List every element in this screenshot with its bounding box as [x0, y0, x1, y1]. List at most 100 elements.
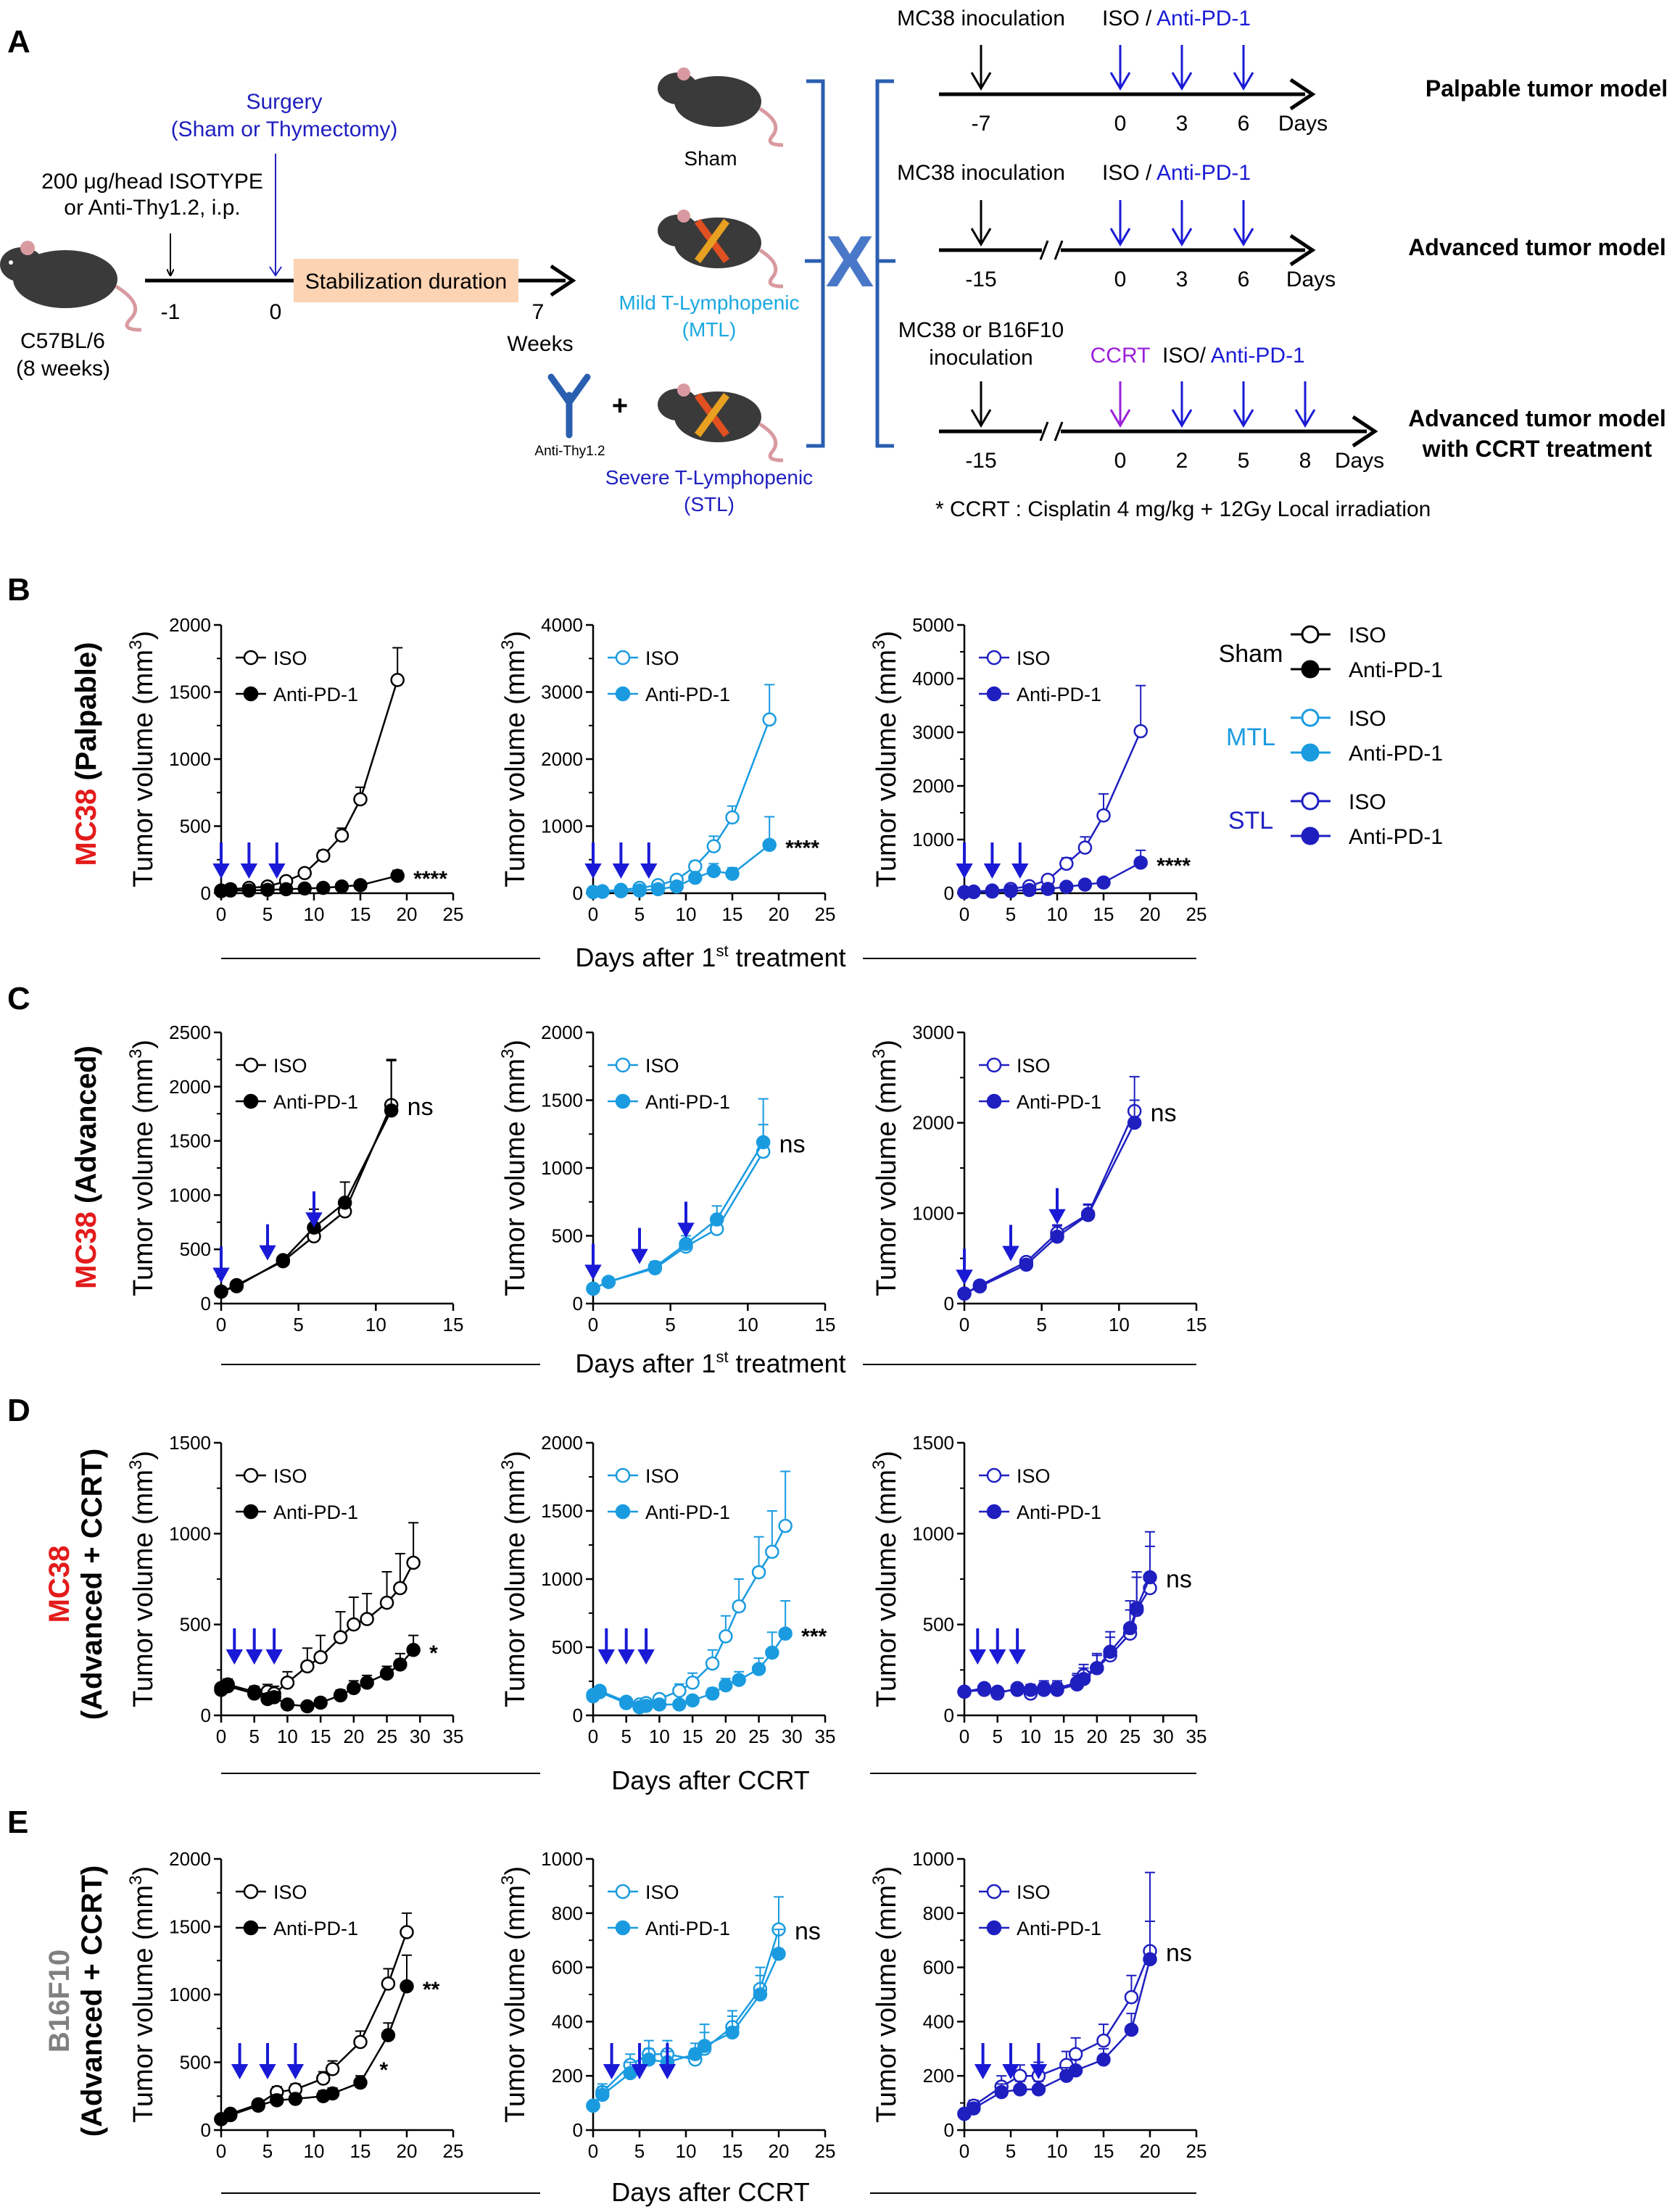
chart-d-stl: 0 500 1000 1500 0 5 10 15 20 25 30 35 Tumor volume (…: [869, 1432, 1207, 1747]
y-axis-title-close: ): [128, 1451, 159, 1460]
data-point-iso: [688, 859, 703, 874]
legend-stl-iso: ISO: [1349, 790, 1386, 814]
y-tick-label: 2500: [169, 1022, 211, 1043]
y-tick-label: 5000: [912, 614, 954, 636]
x-tick-label: 15: [1093, 903, 1114, 925]
data-point-anti: [223, 883, 238, 898]
treatment-arrow-head: [612, 863, 630, 879]
significance-label: ns: [795, 1918, 821, 1945]
y-tick-label: 1000: [541, 1157, 583, 1179]
x-tick-label: 0: [959, 1726, 969, 1747]
y-axis-title-sup: 3: [498, 1460, 518, 1470]
data-point-anti: [300, 1699, 315, 1714]
y-tick-label: 0: [573, 1704, 583, 1726]
data-point-anti: [709, 1212, 724, 1227]
x-tick-label: 0: [588, 1314, 598, 1335]
data-point-anti: [1068, 2063, 1083, 2078]
treatment-arrow-head: [265, 1649, 283, 1665]
data-point-anti: [613, 884, 629, 898]
x-tick-label: 20: [769, 2140, 790, 2162]
treatment-arrow-head: [631, 1248, 648, 1264]
legend-anti-label: Anti-PD-1: [273, 1501, 358, 1523]
legend-mtl-iso: ISO: [1349, 707, 1386, 731]
series-line-iso: [592, 1151, 764, 1290]
data-point-iso: [1124, 1989, 1139, 2005]
legend-anti-marker: [986, 1920, 1002, 1936]
data-point-anti: [1010, 1683, 1025, 1697]
data-point-anti: [957, 1286, 972, 1301]
data-point-anti: [688, 2047, 703, 2062]
timeline-advanced: MC38 inoculation ISO / Anti-PD-1 -15 0 3…: [897, 161, 1666, 291]
x-tick-label: 5: [1036, 1314, 1046, 1335]
x-tick-label: 0: [216, 1314, 226, 1335]
data-point-iso: [1068, 2047, 1083, 2062]
data-point-anti: [220, 1679, 235, 1694]
data-point-anti: [337, 1196, 352, 1210]
data-point-iso: [379, 1595, 394, 1610]
data-point-iso: [300, 1659, 315, 1674]
legend-anti-label: Anti-PD-1: [1017, 684, 1101, 705]
x-tick-label: 25: [815, 903, 836, 925]
treatment-arrow-head: [658, 2064, 676, 2080]
y-tick-label: 2000: [541, 748, 583, 770]
data-point-anti: [334, 879, 349, 894]
right-bracket: [875, 79, 894, 448]
tick-7: 7: [532, 300, 545, 324]
data-point-anti: [592, 1685, 607, 1699]
group-legend: Sham ISO Anti-PD-1 MTL ISO Anti-PD-1 STL…: [1219, 624, 1443, 849]
treatment-arrow-head: [983, 863, 1001, 879]
x-title-b-sup: st: [716, 942, 728, 960]
series-line-anti: [592, 844, 770, 893]
legend-stl-anti: Anti-PD-1: [1349, 825, 1443, 849]
row-label-b-cell: MC38: [70, 789, 102, 866]
data-point-anti: [1050, 1229, 1064, 1244]
data-point-anti: [672, 1697, 687, 1712]
x-tick-label: 15: [722, 903, 743, 925]
timeline3-ccrt: CCRT: [1091, 344, 1151, 368]
timeline3-tick: -15: [965, 449, 996, 473]
y-tick-label: 500: [552, 1636, 583, 1658]
y-axis-title-close: ): [500, 1040, 531, 1049]
timeline-palpable: MC38 inoculation ISO / Anti-PD-1 -7 0 3 …: [897, 7, 1668, 136]
data-point-iso: [316, 2071, 331, 2086]
data-point-anti: [276, 1253, 291, 1267]
data-point-anti: [313, 1695, 328, 1710]
legend-anti-marker: [243, 1920, 259, 1936]
x-tick-label: 5: [1006, 903, 1016, 925]
data-point-anti: [280, 1697, 295, 1712]
legend-sham-iso: ISO: [1349, 624, 1386, 647]
data-point-anti: [1090, 1661, 1104, 1675]
legend-iso-marker: [243, 1467, 259, 1483]
y-tick-label: 1500: [169, 1432, 211, 1454]
x-tick-label: 10: [304, 2140, 325, 2162]
x-tick-label: 0: [959, 1314, 969, 1335]
y-axis-title-sup: 3: [126, 1049, 146, 1059]
x-tick-label: 30: [782, 1726, 803, 1747]
x-tick-label: 0: [959, 2140, 969, 2162]
significance-label: ns: [1151, 1099, 1177, 1127]
tick-0: 0: [270, 300, 282, 324]
y-tick-label: 1000: [912, 829, 954, 850]
x-tick-label: 10: [1047, 2140, 1068, 2162]
x-tick-label: 20: [1140, 903, 1161, 925]
legend-anti-marker: [986, 1504, 1002, 1520]
x-tick-label: 25: [815, 2140, 836, 2162]
row-e-xtitle: Days after CCRT: [221, 2177, 1196, 2207]
y-axis-title-text: Tumor volume (mm: [500, 650, 531, 887]
data-point-anti: [632, 883, 647, 898]
x-tick-label: 0: [588, 1726, 598, 1747]
y-tick-label: 3000: [912, 1022, 954, 1043]
timeline3-inoculation-line2: inoculation: [929, 346, 1033, 370]
data-point-anti: [267, 1690, 281, 1704]
y-tick-label: 1000: [912, 1202, 954, 1224]
data-point-anti: [685, 1693, 700, 1708]
timeline1-anti: Anti-PD-1: [1156, 7, 1251, 30]
data-point-anti: [1036, 1681, 1051, 1696]
data-point-anti: [994, 2084, 1009, 2100]
y-axis-title: Tumor volume (mm3): [869, 1451, 902, 1707]
x-tick-label: 25: [1120, 1726, 1141, 1747]
timeline1-tick: 3: [1176, 112, 1188, 136]
y-axis-title-close: ): [128, 1040, 159, 1049]
legend-iso-label: ISO: [645, 647, 679, 669]
